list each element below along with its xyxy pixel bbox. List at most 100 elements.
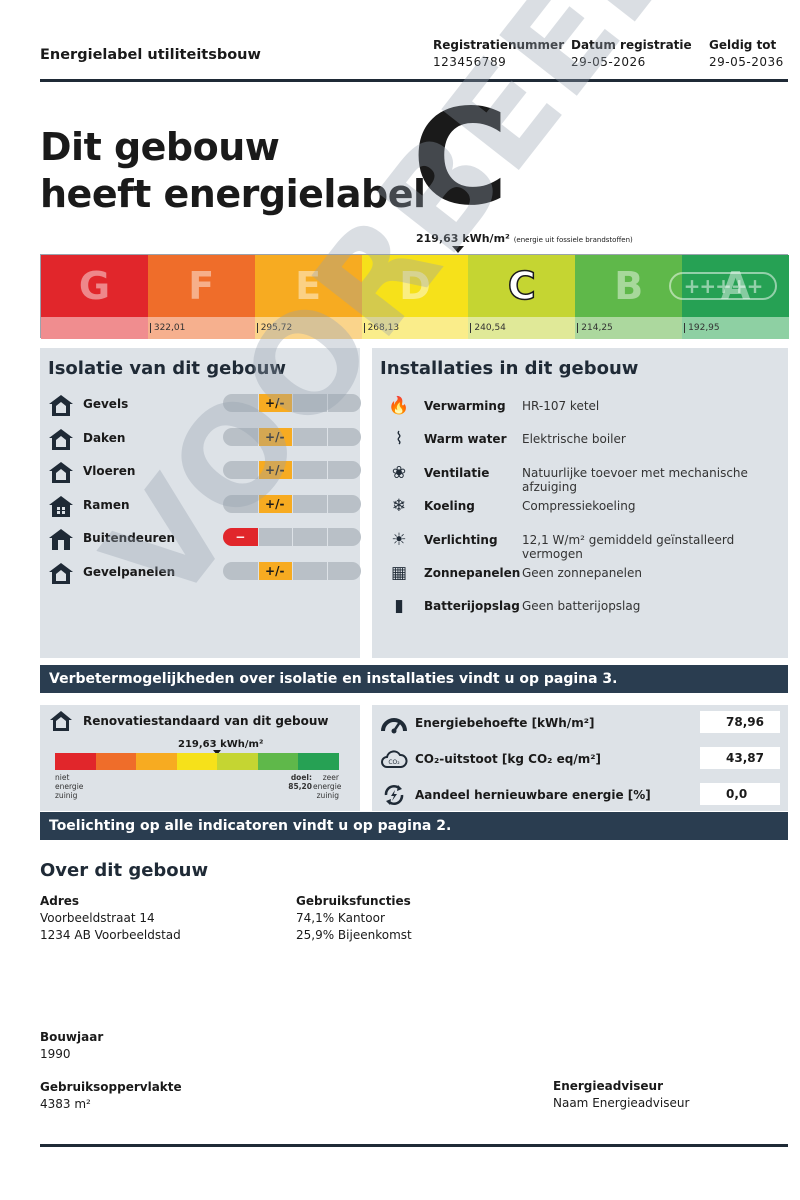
installation-value: 12,1 W/m² gemiddeld geïnstalleerd vermog… [522, 532, 735, 561]
isolation-row: Gevels +/- [48, 392, 361, 418]
label-segment: D 268,13 [361, 255, 469, 339]
lightbulb-icon: ☀ [391, 529, 407, 550]
installation-name: Verwarming [424, 399, 506, 413]
installation-row: ▦ Zonnepanelen Geen zonnepanelen [382, 560, 782, 588]
label-segment-color: F [147, 255, 255, 317]
renovation-value: 219,63 kWh/m² [178, 739, 264, 750]
energy-label-letter: C [412, 81, 509, 235]
installation-value: HR-107 ketel [522, 399, 600, 413]
label-segment-tint [361, 317, 469, 339]
installation-row: ❄ Koeling Compressiekoeling [382, 493, 782, 521]
footer-divider [40, 1144, 788, 1147]
label-segment-tint [682, 317, 789, 339]
indicator-row: Aandeel hernieuwbare energie [%] 0,0 [380, 782, 780, 810]
house-icon [49, 562, 73, 584]
improvements-banner: Verbetermogelijkheden over isolatie en i… [40, 665, 788, 693]
energy-pointer-icon [452, 246, 464, 253]
label-segment-tint [468, 317, 576, 339]
registration-date-label: Datum registratie [571, 38, 692, 52]
installation-value: Compressiekoeling [522, 499, 636, 514]
label-segment: F 322,01 [147, 255, 255, 339]
document-title: Energielabel utiliteitsbouw [40, 47, 261, 63]
fan-icon: ❀ [391, 462, 407, 483]
isolation-item-name: Vloeren [83, 464, 136, 478]
renovation-right-label: zeer energie zuinig [313, 773, 342, 800]
label-threshold: 295,72 [256, 323, 292, 333]
registration-date: Datum registratie 29-05-2026 [571, 38, 692, 69]
isolation-item-name: Gevels [83, 397, 129, 411]
installation-value: Natuurlijke toevoer met mechanische afzu… [522, 465, 748, 494]
indicator-value: 78,96 [700, 711, 780, 733]
installation-name: Batterijopslag [424, 599, 520, 614]
installation-row: ☀ Verlichting 12,1 W/m² gemiddeld geïnstal… [382, 527, 782, 561]
label-threshold: 192,95 [684, 323, 720, 333]
usable-area-value: 4383 m² [40, 1097, 91, 1111]
isolation-row: Vloeren +/- [48, 459, 361, 485]
renovation-pointer-icon [213, 750, 221, 755]
isolation-rating: +/- [257, 461, 292, 479]
house-icon [50, 711, 72, 731]
energy-value-number: 219,63 kWh/m² [416, 232, 510, 245]
isolation-item-name: Buitendeuren [83, 531, 176, 545]
energy-advisor-label: Energieadviseur [553, 1079, 664, 1093]
indicator-value: 0,0 [700, 783, 780, 805]
label-segment: C 240,54 [468, 255, 576, 339]
indicator-name: Aandeel hernieuwbare energie [%] [415, 788, 651, 802]
isolation-rating-meter: +/- [223, 427, 361, 446]
house-icon [49, 462, 73, 483]
indicators-panel: Energiebehoefte [kWh/m²] 78,96 CO₂ CO₂-u… [372, 705, 788, 811]
renovation-goal: doel: 85,20 [284, 773, 312, 791]
installations-title: Installaties in dit gebouw [380, 358, 639, 379]
label-segment-tint [575, 317, 683, 339]
hero-line-2: heeft energielabel [40, 172, 426, 216]
label-segment-tint [41, 317, 148, 339]
construction-year-label: Bouwjaar [40, 1030, 104, 1044]
address-label: Adres [40, 894, 80, 908]
label-segment-letter: A [720, 264, 751, 308]
label-threshold: 240,54 [470, 323, 506, 333]
installation-value: Geen batterijopslag [522, 599, 641, 614]
hero-line-1: Dit gebouw [40, 125, 280, 169]
house-icon [49, 395, 73, 416]
label-segment-color: C [468, 255, 576, 317]
isolation-rating-meter: +/- [223, 461, 361, 479]
renovation-goal-value: 85,20 [288, 782, 312, 791]
indicators-banner: Toelichting op alle indicatoren vindt u … [40, 812, 788, 840]
isolation-row: Buitendeuren − [48, 526, 361, 552]
isolation-rating-meter: − [223, 528, 361, 546]
about-title: Over dit gebouw [40, 860, 209, 881]
isolation-rating-meter: +/- [223, 394, 361, 412]
installation-name: Ventilatie [424, 465, 490, 480]
installation-row: 🔥 Verwarming HR-107 ketel [382, 393, 782, 421]
energy-advisor: Energieadviseur Naam Energieadviseur [553, 1078, 689, 1112]
hero-title: Dit gebouw heeft energielabel [40, 124, 426, 218]
isolation-item-name: Gevelpanelen [83, 564, 176, 579]
address-line-2: 1234 AB Voorbeeldstad [40, 928, 181, 942]
label-threshold: 214,25 [577, 323, 613, 333]
installation-name: Zonnepanelen [424, 566, 521, 580]
renovation-title: Renovatiestandaard van dit gebouw [83, 714, 329, 728]
label-segment-tint [254, 317, 362, 339]
address: Adres Voorbeeldstraat 14 1234 AB Voorbee… [40, 893, 181, 944]
house-icon [49, 529, 73, 550]
valid-until-value: 29-05-2036 [709, 55, 784, 69]
isolation-panel: Isolatie van dit gebouw Gevels +/- Daken +/… [40, 348, 361, 658]
label-threshold: 322,01 [149, 323, 185, 333]
installation-value: Geen zonnepanelen [522, 566, 642, 580]
battery-icon: ▮ [394, 596, 404, 617]
indicator-value: 43,87 [700, 747, 780, 769]
registration-number: Registratienummer 123456789 [433, 38, 564, 69]
valid-until-label: Geldig tot [709, 38, 777, 52]
construction-year-value: 1990 [40, 1047, 71, 1061]
isolation-rating-meter: +/- [223, 494, 361, 513]
renovation-goal-label: doel: [290, 773, 312, 782]
label-segment: B 214,25 [575, 255, 683, 339]
renovation-panel: Renovatiestandaard van dit gebouw 219,63… [40, 705, 360, 811]
address-line-1: Voorbeeldstraat 14 [40, 911, 155, 925]
label-segment-tint [147, 317, 255, 339]
gauge-icon [381, 718, 407, 734]
installation-row: ❀ Ventilatie Natuurlijke toevoer met mecha… [382, 460, 782, 494]
label-segment-color: E [254, 255, 362, 317]
house-icon [49, 428, 73, 450]
construction-year: Bouwjaar 1990 [40, 1029, 103, 1063]
